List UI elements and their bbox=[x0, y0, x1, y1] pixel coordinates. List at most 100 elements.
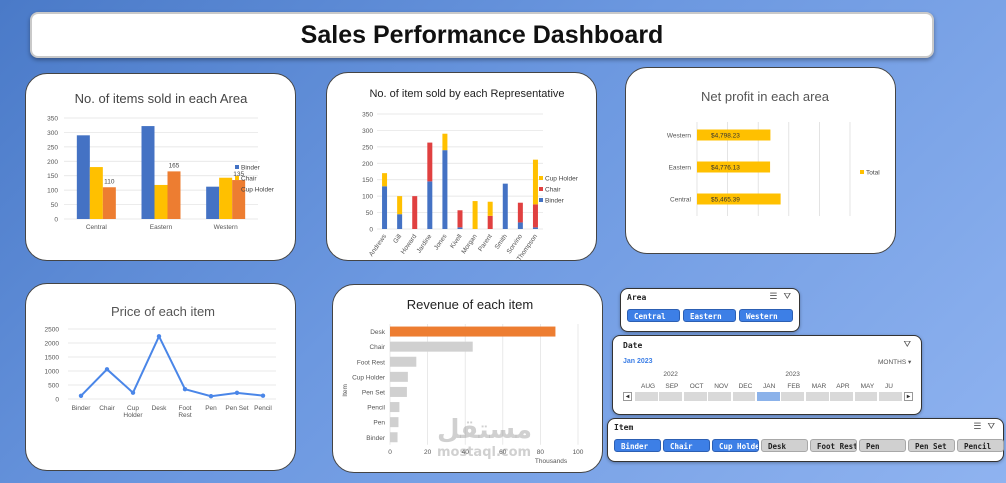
x-tick-label: 80 bbox=[537, 449, 545, 456]
x-tick-label: 60 bbox=[499, 449, 507, 456]
x-tick-label: 0 bbox=[388, 449, 392, 456]
area-slicer-eastern[interactable]: Eastern bbox=[683, 309, 736, 322]
timeline-month-label[interactable]: DEC bbox=[738, 383, 753, 390]
stacked-bar-binder bbox=[532, 227, 538, 229]
x-tick-label: Pencil bbox=[254, 405, 272, 412]
stacked-bar-binder bbox=[397, 214, 403, 229]
timeline-month-cell[interactable] bbox=[879, 392, 902, 401]
clear-filter-icon[interactable]: ⛛ bbox=[903, 340, 911, 350]
timeline-month-cell[interactable] bbox=[635, 392, 658, 401]
item-slicer-pen[interactable]: Pen bbox=[859, 439, 906, 452]
legend-label: Chair bbox=[545, 187, 561, 194]
timeline-level-dropdown[interactable]: MONTHS ▾ bbox=[878, 359, 912, 366]
dashboard-title-bar: Sales Performance Dashboard bbox=[30, 12, 934, 58]
clear-filter-icon[interactable]: ⛛ bbox=[783, 292, 791, 302]
item-slicer-cup-holder[interactable]: Cup Holder bbox=[712, 439, 759, 452]
price-by-item-chart[interactable]: Price of each item 0 500 1000 1500 2000 2500 Bi… bbox=[25, 283, 296, 471]
revenue-by-item-chart[interactable]: Revenue of each item 0 20 40 60 80 100 Desk Chai… bbox=[332, 284, 603, 473]
timeline-track[interactable] bbox=[635, 392, 903, 401]
x-tick-label: Foot bbox=[178, 405, 191, 412]
item-slicer-chair[interactable]: Chair bbox=[663, 439, 710, 452]
dropdown-icon: ▾ bbox=[907, 359, 912, 366]
multi-select-icon[interactable]: ☰ bbox=[973, 422, 982, 432]
timeline-month-label[interactable]: FEB bbox=[787, 383, 801, 390]
timeline-month-cell[interactable] bbox=[781, 392, 805, 401]
timeline-month-label[interactable]: MAR bbox=[811, 383, 827, 390]
area-slicer[interactable]: Area ☰ ⛛ Central Eastern Western bbox=[620, 288, 800, 332]
timeline-scroll-right-icon[interactable]: ▶ bbox=[904, 392, 913, 401]
y-axis-label: Item bbox=[342, 384, 349, 397]
item-slicer-pen-set[interactable]: Pen Set bbox=[908, 439, 955, 452]
timeline-month-label[interactable]: MAY bbox=[860, 383, 875, 390]
legend-swatch bbox=[235, 187, 239, 191]
legend-swatch bbox=[539, 176, 543, 180]
price-point bbox=[260, 393, 266, 398]
stacked-bar-binder bbox=[382, 186, 388, 229]
chart-title: No. of item sold by each Representative bbox=[369, 88, 564, 100]
y-tick-label: 1500 bbox=[45, 355, 60, 362]
y-tick-label: 300 bbox=[47, 130, 58, 137]
timeline-month-label[interactable]: AUG bbox=[641, 383, 656, 390]
legend-swatch bbox=[235, 176, 239, 180]
stacked-bar-binder bbox=[517, 222, 523, 229]
multi-select-icon[interactable]: ☰ bbox=[769, 292, 778, 302]
revenue-bar bbox=[390, 341, 473, 352]
area-slicer-western[interactable]: Western bbox=[739, 309, 793, 322]
stacked-bar-cup-holder bbox=[487, 201, 493, 216]
legend-label: Total bbox=[866, 170, 880, 177]
revenue-bar bbox=[390, 326, 556, 337]
timeline-month-label[interactable]: SEP bbox=[665, 383, 679, 390]
stacked-bar-cup-holder bbox=[532, 159, 538, 205]
item-slicer-binder[interactable]: Binder bbox=[614, 439, 661, 452]
timeline-month-label[interactable]: OCT bbox=[689, 383, 704, 390]
stacked-bar-chair bbox=[427, 142, 433, 182]
items-by-rep-chart[interactable]: No. of item sold by each Representative 0… bbox=[326, 72, 597, 261]
area-slicer-title: Area bbox=[627, 293, 647, 302]
chart-title: Net profit in each area bbox=[701, 89, 830, 104]
y-tick-label: Western bbox=[667, 133, 691, 140]
x-tick-label: Andrews bbox=[368, 233, 389, 258]
bar-binder bbox=[141, 126, 155, 219]
chart-title: Revenue of each item bbox=[407, 297, 533, 312]
timeline-month-cell[interactable] bbox=[757, 392, 780, 401]
items-by-area-chart[interactable]: No. of items sold in each Area 0 50 100 150 2… bbox=[25, 73, 296, 261]
items-by-rep-svg: No. of item sold by each Representative 0… bbox=[362, 88, 579, 260]
area-slicer-central[interactable]: Central bbox=[627, 309, 680, 322]
timeline-month-cell[interactable] bbox=[659, 392, 683, 401]
timeline-month-cell[interactable] bbox=[708, 392, 732, 401]
legend-label: Binder bbox=[241, 165, 261, 172]
net-profit-bar bbox=[697, 161, 771, 173]
x-tick-label: Holder bbox=[123, 412, 143, 419]
revenue-bar bbox=[390, 371, 408, 382]
y-tick-label: Chair bbox=[369, 344, 385, 351]
timeline-month-cell[interactable] bbox=[854, 392, 878, 401]
item-slicer-foot-rest[interactable]: Foot Rest bbox=[810, 439, 857, 452]
x-tick-label: Parent bbox=[477, 233, 494, 253]
timeline-month-cell[interactable] bbox=[805, 392, 829, 401]
item-slicer-pencil[interactable]: Pencil bbox=[957, 439, 1004, 452]
revenue-bar bbox=[390, 402, 400, 413]
bar-cup-holder bbox=[102, 187, 116, 219]
timeline-month-label[interactable]: JU bbox=[885, 383, 893, 390]
item-slicer-desk[interactable]: Desk bbox=[761, 439, 808, 452]
date-timeline-slicer[interactable]: Date ⛛ Jan 2023 MONTHS ▾ 2022 2023 AUG SEP… bbox=[612, 335, 922, 415]
timeline-month-cell[interactable] bbox=[683, 392, 707, 401]
legend-label: Cup Holder bbox=[545, 176, 579, 183]
net-profit-chart[interactable]: Net profit in each area $4,798.23 Western $… bbox=[625, 67, 896, 254]
x-tick-label: Jones bbox=[433, 233, 449, 252]
x-axis-label: Thousands bbox=[535, 458, 568, 465]
x-tick-label: Pen bbox=[205, 405, 217, 412]
timeline-month-label[interactable]: JAN bbox=[763, 383, 776, 390]
timeline-scroll-left-icon[interactable]: ◀ bbox=[623, 392, 632, 401]
timeline-month-cell[interactable] bbox=[830, 392, 854, 401]
clear-filter-icon[interactable]: ⛛ bbox=[987, 422, 995, 432]
net-profit-svg: Net profit in each area $4,798.23 Western $… bbox=[667, 89, 880, 216]
y-tick-label: 0 bbox=[55, 397, 59, 404]
timeline-month-label[interactable]: NOV bbox=[714, 383, 729, 390]
y-tick-label: 350 bbox=[47, 116, 58, 123]
y-tick-label: Pen bbox=[373, 420, 385, 427]
timeline-month-cell[interactable] bbox=[732, 392, 756, 401]
chart-title: Price of each item bbox=[111, 304, 215, 319]
timeline-month-label[interactable]: APR bbox=[836, 383, 850, 390]
